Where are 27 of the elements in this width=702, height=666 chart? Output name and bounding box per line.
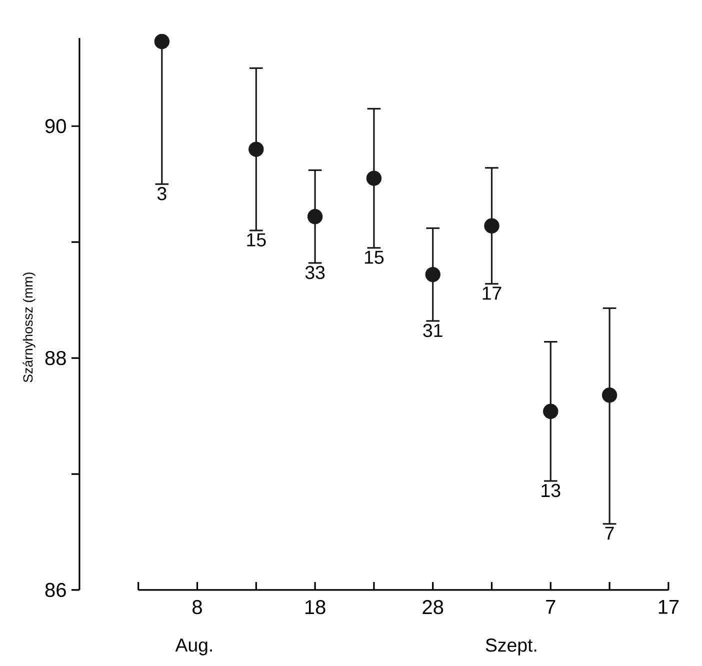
point (248, 142, 264, 157)
y-tick-label: 88 (45, 350, 66, 366)
text: Szept. (486, 638, 536, 656)
x-tick-label: 17 (658, 600, 679, 614)
annotation: 15 (247, 233, 266, 246)
x-tick-label: 18 (305, 600, 326, 614)
y-axis-title: Szárnyhossz (mm) (22, 272, 36, 382)
y-tick-label: 86 (45, 582, 66, 598)
annotation: 7 (605, 526, 614, 540)
annotation: 31 (423, 324, 442, 338)
annotation: 17 (482, 286, 502, 300)
annotation: 3 (157, 187, 166, 200)
x-tick-label: 28 (422, 600, 444, 614)
annotation: 33 (305, 266, 325, 280)
y-tick-label: 90 (45, 119, 66, 134)
point (307, 208, 323, 224)
annotation: 13 (542, 484, 560, 498)
point (425, 266, 440, 282)
point (543, 404, 558, 419)
point (366, 170, 382, 186)
point (602, 388, 618, 403)
x-tick-label: 7 (546, 600, 556, 614)
point (484, 218, 500, 234)
x-tick-label: 8 (192, 600, 202, 614)
point (154, 34, 170, 50)
annotation: 15 (364, 250, 384, 264)
text: Aug. (175, 638, 212, 656)
